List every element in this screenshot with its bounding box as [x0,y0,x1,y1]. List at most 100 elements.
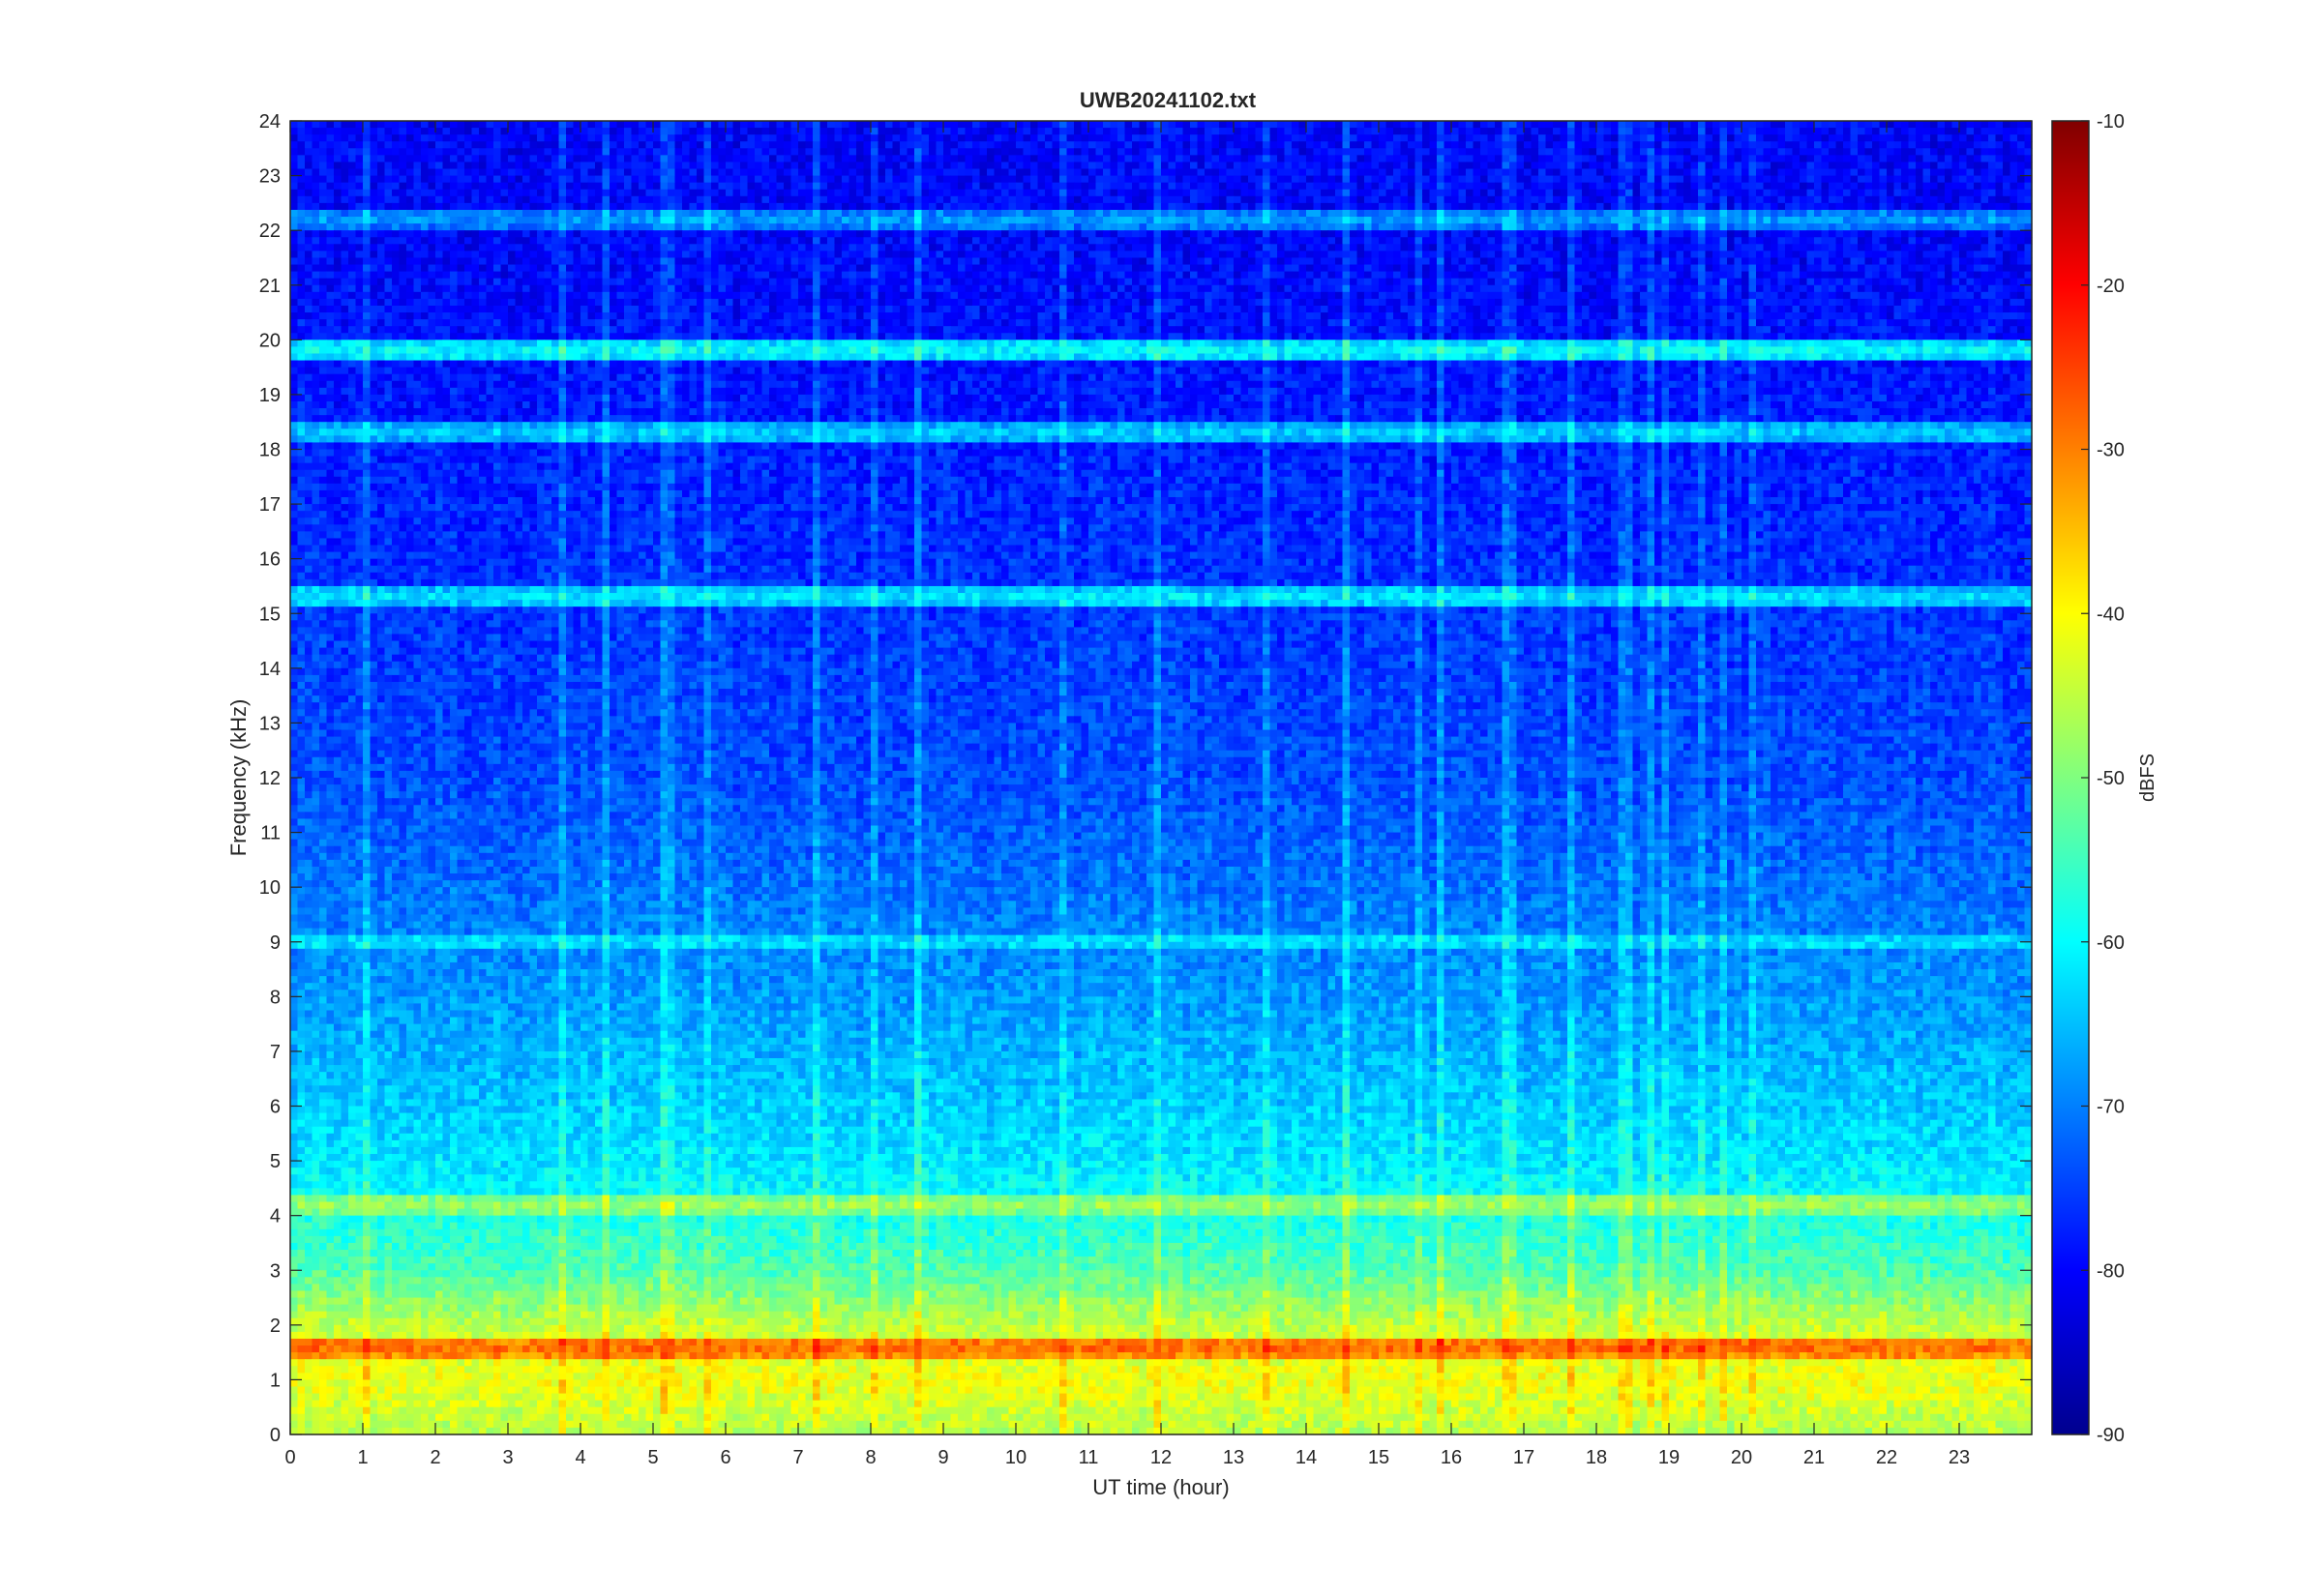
spectrogram-cell [842,223,849,231]
spectrogram-cell [1277,217,1285,224]
spectrogram-cell [1140,169,1147,177]
spectrogram-cell [1872,223,1880,231]
spectrogram-cell [1140,128,1147,135]
spectrogram-cell [1909,237,1917,245]
spectrogram-cell [1227,169,1235,177]
spectrogram-cell [719,251,727,258]
spectrogram-cell [1408,134,1415,142]
spectrogram-cell [1466,169,1474,177]
spectrogram-cell [1306,244,1314,251]
spectrogram-cell [726,169,733,177]
spectrogram-cell [1575,190,1583,197]
spectrogram-cell [595,169,603,177]
spectrogram-cell [1648,134,1655,142]
spectrogram-cell [1125,244,1133,251]
spectrogram-cell [595,196,603,204]
spectrogram-cell [1190,155,1198,163]
spectrogram-cell [1546,176,1554,184]
spectrogram-cell [856,230,864,238]
spectrogram-cell [1524,223,1532,231]
spectrogram-cell [1503,176,1510,184]
spectrogram-cell [813,162,820,169]
spectrogram-cell [1691,203,1699,211]
spectrogram-cell [1335,141,1343,149]
spectrogram-cell [313,251,320,258]
spectrogram-cell [1328,128,1336,135]
spectrogram-cell [1887,141,1894,149]
spectrogram-cell [566,121,574,129]
spectrogram-cell [1974,134,1981,142]
spectrogram-cell [1938,244,1946,251]
spectrogram-cell [1742,244,1749,251]
spectrogram-cell [479,148,487,156]
spectrogram-cell [2003,162,2010,169]
spectrogram-cell [1742,203,1749,211]
spectrogram-cell [313,183,320,191]
spectrogram-cell [1096,237,1104,245]
spectrogram-cell [1190,203,1198,211]
spectrogram-cell [479,134,487,142]
spectrogram-cell [1335,176,1343,184]
spectrogram-cell [1088,237,1096,245]
spectrogram-cell [305,162,313,169]
spectrogram-cell [682,190,690,197]
spectrogram-cell [1633,155,1641,163]
spectrogram-cell [1532,203,1539,211]
spectrogram-cell [1437,230,1444,238]
spectrogram-cell [1219,128,1227,135]
spectrogram-cell [1169,244,1176,251]
spectrogram-cell [464,176,472,184]
spectrogram-cell [1132,155,1140,163]
spectrogram-cell [849,217,857,224]
spectrogram-cell [842,176,849,184]
spectrogram-cell [1532,190,1539,197]
spectrogram-cell [1756,169,1764,177]
spectrogram-cell [1415,183,1423,191]
spectrogram-cell [1814,148,1822,156]
spectrogram-cell [1988,169,1996,177]
spectrogram-cell [1198,183,1206,191]
spectrogram-cell [806,244,814,251]
spectrogram-cell [1567,237,1575,245]
spectrogram-cell [1422,128,1430,135]
spectrogram-cell [356,244,364,251]
spectrogram-cell [1270,203,1278,211]
spectrogram-cell [1241,176,1249,184]
spectrogram-cell [1169,141,1176,149]
spectrogram-cell [740,196,748,204]
spectrogram-cell [762,190,770,197]
spectrogram-cell [1648,162,1655,169]
spectrogram-cell [1561,237,1568,245]
spectrogram-cell [1437,169,1444,177]
spectrogram-cell [1800,230,1807,238]
spectrogram-cell [1306,183,1314,191]
spectrogram-cell [1241,155,1249,163]
spectrogram-cell [392,134,400,142]
spectrogram-cell [1829,203,1836,211]
spectrogram-cell [1024,134,1031,142]
spectrogram-cell [1706,134,1713,142]
spectrogram-cell [748,183,756,191]
spectrogram-cell [1887,244,1894,251]
spectrogram-cell [1248,128,1256,135]
spectrogram-cell [1321,196,1328,204]
spectrogram-cell [1132,196,1140,204]
spectrogram-cell [1509,169,1517,177]
spectrogram-cell [516,203,523,211]
spectrogram-cell [937,217,944,224]
spectrogram-cell [1872,148,1880,156]
spectrogram-cell [1437,183,1444,191]
spectrogram-cell [769,244,777,251]
spectrogram-cell [1169,196,1176,204]
spectrogram-cell [1880,237,1888,245]
spectrogram-cell [516,134,523,142]
spectrogram-cell [1117,244,1125,251]
spectrogram-cell [1952,162,1960,169]
spectrogram-cell [1161,134,1169,142]
spectrogram-cell [1292,183,1299,191]
spectrogram-cell [530,155,538,163]
spectrogram-cell [1212,230,1220,238]
spectrogram-cell [298,162,306,169]
spectrogram-cell [1053,203,1060,211]
spectrogram-cell [1938,155,1946,163]
